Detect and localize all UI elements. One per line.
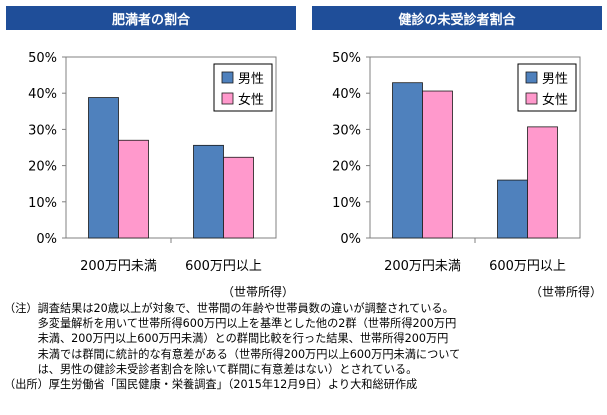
y-tick-label: 0% xyxy=(340,232,361,247)
source-row: （出所） 厚生労働省「国民健康・栄養調査」（2015年12月9日）より大和総研作… xyxy=(4,377,604,392)
chart-1-header: 肥満者の割合 xyxy=(6,6,296,30)
bar-male xyxy=(392,82,423,239)
note-label: （注） xyxy=(4,302,38,315)
y-tick-label: 40% xyxy=(28,87,57,102)
y-tick-label: 10% xyxy=(332,196,361,211)
y-tick-label: 50% xyxy=(332,51,361,66)
legend-label: 女性 xyxy=(542,92,568,108)
bar-male xyxy=(88,97,119,239)
legend-swatch xyxy=(525,71,538,84)
note-row: （注） 調査結果は20歳以上が対象で、世帯間の年齢や世帯員数の違いが調整されてい… xyxy=(4,301,604,377)
y-tick-label: 10% xyxy=(28,196,57,211)
bar-female xyxy=(527,126,558,239)
source-text: 厚生労働省「国民健康・栄養調査」（2015年12月9日）より大和総研作成 xyxy=(48,378,418,392)
bar-male xyxy=(193,144,224,239)
x-category-label: 600万円以上 xyxy=(489,259,566,274)
note-text: 調査結果は20歳以上が対象で、世帯間の年齢や世帯員数の違いが調整されている。 多… xyxy=(37,302,461,376)
bar-female xyxy=(422,90,453,239)
bar-female xyxy=(223,156,254,239)
legend-label: 女性 xyxy=(238,92,264,108)
y-tick-label: 20% xyxy=(332,160,361,175)
footnotes: （注） 調査結果は20歳以上が対象で、世帯間の年齢や世帯員数の違いが調整されてい… xyxy=(4,301,604,392)
legend-label: 男性 xyxy=(238,72,264,87)
y-tick-label: 0% xyxy=(36,232,57,247)
y-tick-label: 30% xyxy=(332,123,361,138)
y-tick-label: 50% xyxy=(28,51,57,66)
chart-1-x-unit-label: （世帯所得） xyxy=(222,285,295,299)
legend-swatch xyxy=(221,71,234,84)
legend-swatch xyxy=(221,92,234,105)
legend-swatch xyxy=(525,92,538,105)
chart-2-x-unit-label: （世帯所得） xyxy=(530,285,603,299)
y-tick-label: 20% xyxy=(28,160,57,175)
x-category-label: 200万円未満 xyxy=(80,259,157,274)
x-category-label: 600万円以上 xyxy=(185,259,262,274)
x-category-label: 200万円未満 xyxy=(384,259,461,274)
bar-female xyxy=(118,139,149,239)
chart-2-header: 健診の未受診者割合 xyxy=(312,6,602,30)
source-label: （出所） xyxy=(4,378,49,392)
y-tick-label: 40% xyxy=(332,87,361,102)
bar-male xyxy=(497,179,528,239)
legend-label: 男性 xyxy=(542,72,568,87)
y-tick-label: 30% xyxy=(28,123,57,138)
